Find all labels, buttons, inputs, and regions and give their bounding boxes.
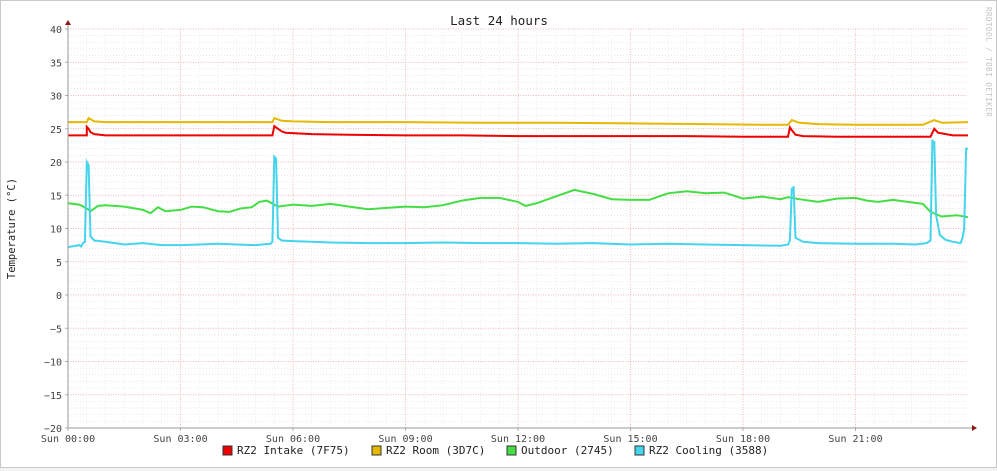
legend-swatch-2 bbox=[371, 445, 382, 456]
legend-label-1: RZ2 Intake (7F75) bbox=[237, 444, 350, 457]
y-tick-label: 10 bbox=[50, 225, 62, 236]
y-tick-label: 30 bbox=[50, 92, 62, 103]
x-tick-label: Sun 06:00 bbox=[266, 434, 320, 445]
x-tick-label: Sun 12:00 bbox=[491, 434, 545, 445]
series-line-3 bbox=[67, 188, 969, 219]
watermark: RRDTOOL / TOBI OETIKER bbox=[984, 7, 993, 117]
y-tick-label: 15 bbox=[50, 191, 62, 202]
y-axis-label: Temperature (°C) bbox=[6, 178, 18, 279]
legend-swatch-3 bbox=[506, 445, 517, 456]
x-axis-arrow bbox=[972, 425, 977, 431]
chart-title: Last 24 hours bbox=[450, 13, 548, 28]
series-line-2 bbox=[68, 116, 969, 126]
y-tick-label: 25 bbox=[50, 125, 62, 136]
x-tick-label: Sun 18:00 bbox=[716, 434, 770, 445]
legend-label-2: RZ2 Room (3D7C) bbox=[386, 444, 485, 457]
x-tick-label: Sun 03:00 bbox=[153, 434, 207, 445]
x-tick-label: Sun 21:00 bbox=[828, 434, 882, 445]
x-tick-label: Sun 09:00 bbox=[378, 434, 432, 445]
y-tick-label: −20 bbox=[44, 424, 62, 435]
y-tick-label: −15 bbox=[44, 391, 62, 402]
y-tick-label: 40 bbox=[50, 25, 62, 36]
y-tick-label: 35 bbox=[50, 58, 62, 69]
legend-label-3: Outdoor (2745) bbox=[521, 444, 614, 457]
y-tick-label: −10 bbox=[44, 358, 62, 369]
y-tick-label: 5 bbox=[56, 258, 62, 269]
x-tick-label: Sun 00:00 bbox=[41, 434, 95, 445]
y-tick-label: −5 bbox=[50, 324, 62, 335]
legend-label-4: RZ2 Cooling (3588) bbox=[649, 444, 768, 457]
legend-swatch-4 bbox=[634, 445, 645, 456]
y-tick-label: 20 bbox=[50, 158, 62, 169]
legend-swatch-1 bbox=[222, 445, 233, 456]
y-tick-label: 0 bbox=[56, 291, 62, 302]
series-line-4 bbox=[67, 138, 968, 249]
x-tick-label: Sun 15:00 bbox=[603, 434, 657, 445]
y-axis-arrow bbox=[65, 20, 71, 25]
series-line-1 bbox=[68, 124, 968, 138]
